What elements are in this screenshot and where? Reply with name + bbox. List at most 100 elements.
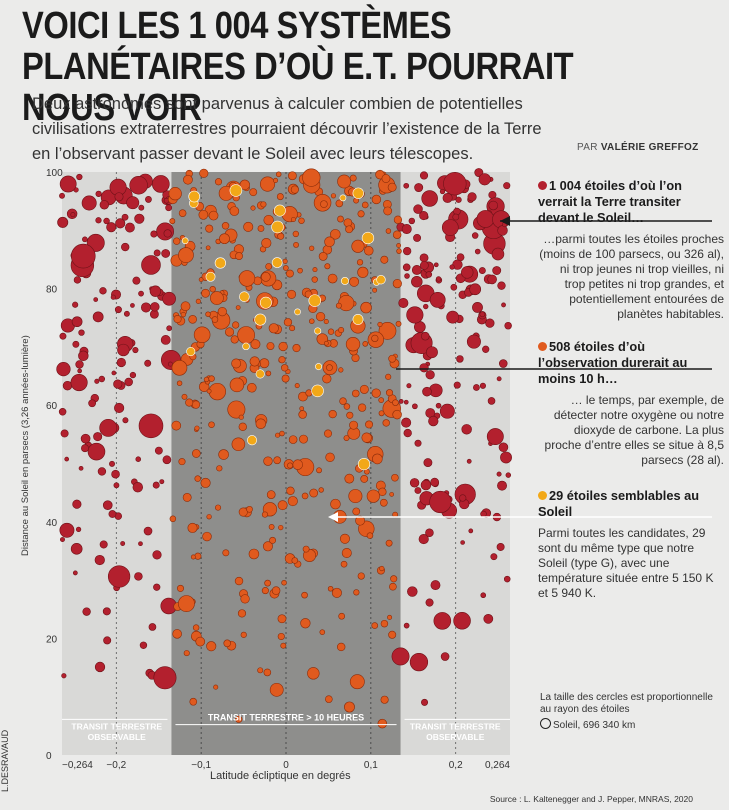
x-tick-label: −0,2 [106,760,126,771]
data-point [167,361,173,367]
data-point [194,425,200,431]
data-point [276,193,284,201]
data-point [482,345,490,353]
data-point [124,377,133,387]
data-point [433,612,452,630]
data-point [268,524,275,530]
data-point [351,353,360,363]
data-point [176,584,185,592]
data-point [70,212,76,218]
data-point [269,682,284,697]
data-point [392,409,402,420]
data-point [371,334,379,342]
data-point [144,359,152,367]
data-point [357,457,371,471]
data-point [180,301,191,312]
data-point [58,408,67,416]
data-point [378,487,387,496]
size-ref: Soleil, 696 340 km [553,720,636,731]
data-point [187,522,198,533]
data-point [459,494,467,502]
data-point [403,399,409,405]
data-point [285,269,294,278]
data-point [287,496,298,507]
data-point [456,253,465,262]
data-point [199,168,209,178]
data-point [312,267,318,273]
data-point [219,233,230,245]
data-point [345,225,353,234]
data-point [419,211,429,221]
data-point [389,492,394,497]
data-point [421,331,430,341]
data-point [120,541,126,546]
credit: L.DESRAVAUD [0,729,10,792]
data-point [59,192,65,199]
data-point [111,469,120,479]
data-point [324,236,335,248]
band-label-right-line1: TRANSIT TERRESTRE [410,721,501,731]
data-point [125,222,135,233]
data-point [70,374,88,392]
data-point [224,327,235,337]
data-point [183,650,190,657]
data-point [93,297,99,302]
data-point [143,526,153,536]
data-point [293,242,299,248]
data-point [114,306,122,314]
data-point [341,548,352,558]
data-point [330,229,341,240]
data-point [382,419,390,427]
data-point [340,276,349,285]
data-point [255,418,267,430]
data-point [154,446,163,455]
data-point [260,176,276,192]
data-point [349,174,357,182]
data-point [129,371,137,379]
data-point [496,376,502,382]
data-point [222,549,230,557]
data-point [114,402,125,414]
data-point [183,174,193,185]
data-point [496,543,505,551]
data-point [271,586,281,595]
data-point [200,477,211,488]
data-point [122,417,129,424]
data-point [278,356,286,364]
data-point [488,200,498,211]
data-point [171,359,188,376]
data-point [380,255,389,264]
data-point [186,347,196,357]
data-point [106,222,117,233]
data-point [121,242,130,252]
data-point [108,510,117,518]
data-point [378,397,385,403]
data-point [359,384,369,394]
data-point [406,383,412,389]
data-point [366,532,374,539]
data-point [283,265,289,271]
data-point [111,370,117,376]
data-point [171,420,182,431]
data-point [239,179,250,191]
y-axis-label: Distance au Soleil en parsecs (3,26 anné… [20,335,31,556]
data-point [287,171,297,181]
data-point [103,217,110,225]
data-point [60,537,65,543]
data-point [327,273,338,284]
data-point [260,272,271,282]
data-point [307,667,320,680]
data-point [215,504,222,511]
data-point [297,267,303,274]
data-point [349,276,360,287]
data-point [322,374,332,384]
data-point [412,403,418,410]
data-point [318,251,328,261]
data-point [411,265,422,275]
data-point [403,428,412,438]
data-point [349,674,365,690]
data-point [425,598,434,607]
data-point [372,453,383,465]
data-point [476,210,495,228]
data-point [325,452,335,463]
